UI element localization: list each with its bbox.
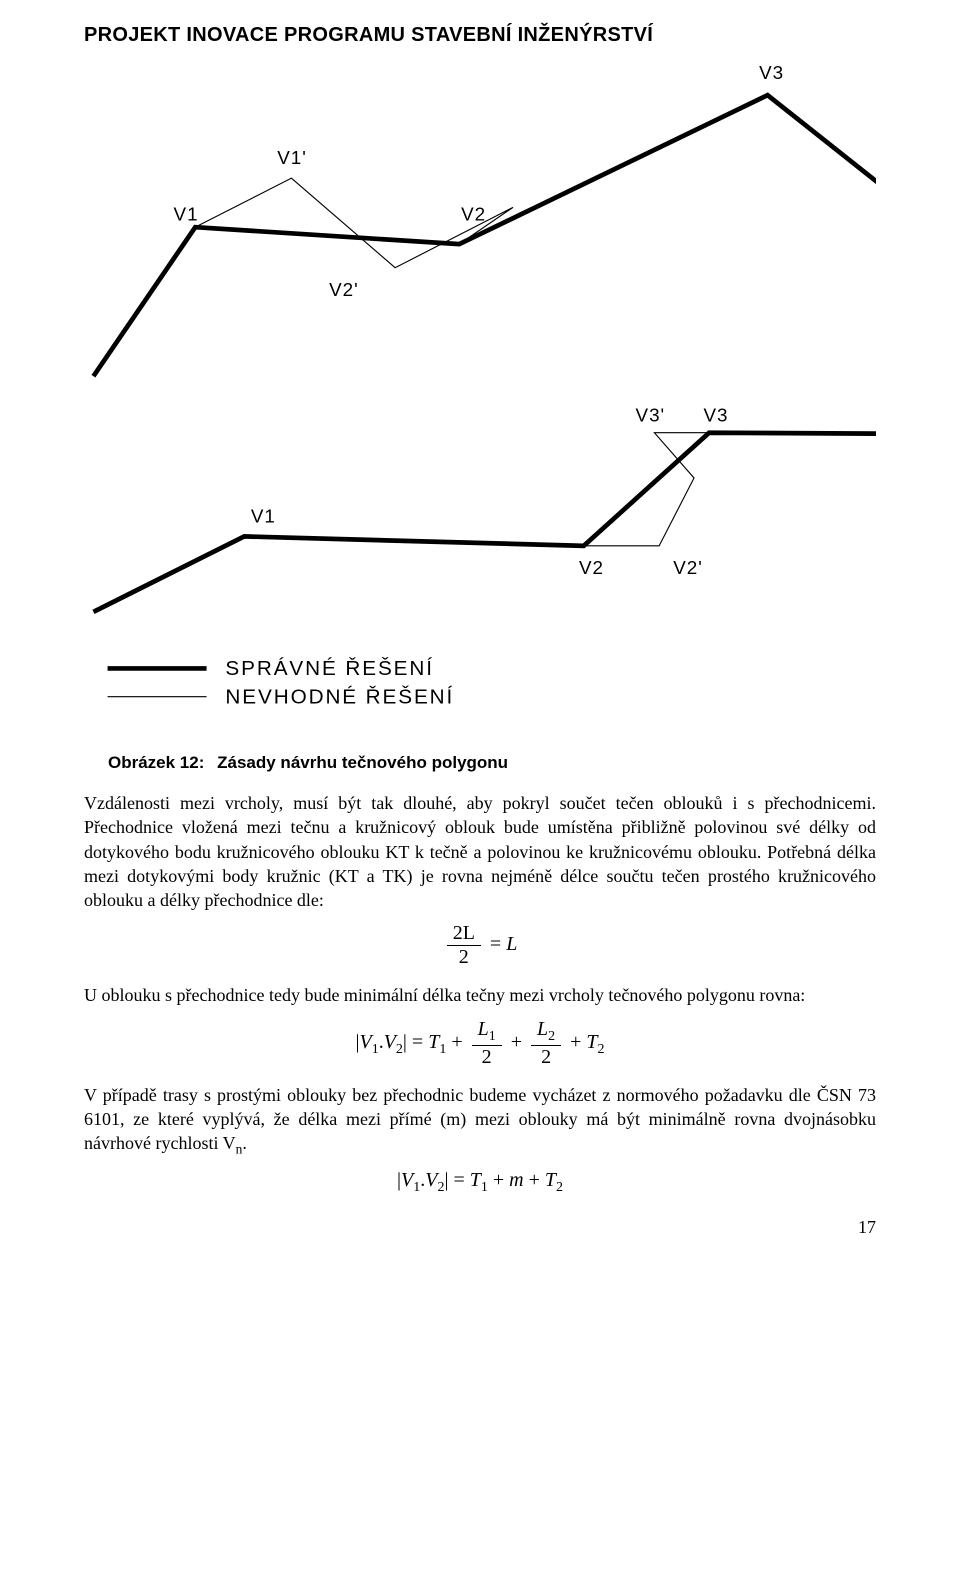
figure-caption: Obrázek 12: Zásady návrhu tečnového poly…: [84, 753, 876, 773]
eq1-num: 2L: [453, 922, 475, 944]
caption-prefix: Obrázek 12:: [108, 753, 204, 772]
p3-part-b: .: [242, 1133, 247, 1153]
eq2-l2-sub: 2: [548, 1029, 555, 1044]
eq2-t2: T: [586, 1031, 597, 1053]
eq1-rhs: L: [506, 934, 517, 956]
eq3-m: m: [509, 1169, 523, 1191]
svg-text:NEVHODNÉ ŘEŠENÍ: NEVHODNÉ ŘEŠENÍ: [225, 685, 454, 708]
eq2-den2: 2: [541, 1046, 551, 1068]
svg-text:V1': V1': [277, 147, 306, 168]
eq2-v1-sub: 1: [372, 1042, 379, 1057]
equation-1: 2L 2 = L: [84, 922, 876, 969]
eq2-t1-sub: 1: [439, 1042, 446, 1057]
eq2-t2-sub: 2: [598, 1042, 605, 1057]
caption-text: Zásady návrhu tečnového polygonu: [217, 753, 508, 772]
eq3-t2: T: [545, 1169, 556, 1191]
figure-diagram: V1 V1' V2' V2 V3 V1 V2 V2' V3' V3 SPRÁVNÉ ŘEŠENÍ NE…: [84, 65, 876, 725]
eq3-t1: T: [470, 1169, 481, 1191]
eq2-den1: 2: [482, 1046, 492, 1068]
paragraph-2: U oblouku s přechodnice tedy bude minimá…: [84, 983, 876, 1007]
eq3-t2-sub: 2: [556, 1180, 563, 1195]
eq2-v2: V: [384, 1031, 396, 1053]
equation-2: |V1.V2| = T1 + L1 2 + L2 2 + T2: [84, 1018, 876, 1069]
svg-text:V2': V2': [673, 557, 702, 578]
eq2-l2: L: [537, 1018, 548, 1040]
eq1-den: 2: [459, 946, 469, 968]
eq2-v2-sub: 2: [396, 1042, 403, 1057]
page-header: PROJEKT INOVACE PROGRAMU STAVEBNÍ INŽENÝ…: [84, 24, 876, 47]
eq2-l1: L: [478, 1018, 489, 1040]
eq3-v1: V: [401, 1169, 413, 1191]
equation-3: |V1.V2| = T1 + m + T2: [84, 1169, 876, 1196]
page-number: 17: [858, 1217, 876, 1238]
svg-text:V3: V3: [703, 404, 728, 425]
svg-text:SPRÁVNÉ ŘEŠENÍ: SPRÁVNÉ ŘEŠENÍ: [225, 657, 433, 680]
svg-text:V1: V1: [251, 505, 276, 526]
paragraph-1: Vzdálenosti mezi vrcholy, musí být tak d…: [84, 791, 876, 912]
eq2-l1-sub: 1: [489, 1029, 496, 1044]
svg-text:V3: V3: [759, 65, 784, 83]
eq3-v2: V: [425, 1169, 437, 1191]
eq3-t1-sub: 1: [481, 1180, 488, 1195]
svg-text:V2: V2: [579, 557, 604, 578]
svg-text:V1: V1: [174, 204, 199, 225]
svg-text:V2': V2': [329, 279, 358, 300]
eq2-v1: V: [359, 1031, 371, 1053]
eq2-t1: T: [428, 1031, 439, 1053]
paragraph-3: V případě trasy s prostými oblouky bez p…: [84, 1083, 876, 1159]
p3-part-a: V případě trasy s prostými oblouky bez p…: [84, 1085, 876, 1154]
svg-text:V2: V2: [461, 204, 486, 225]
svg-text:V3': V3': [636, 404, 665, 425]
